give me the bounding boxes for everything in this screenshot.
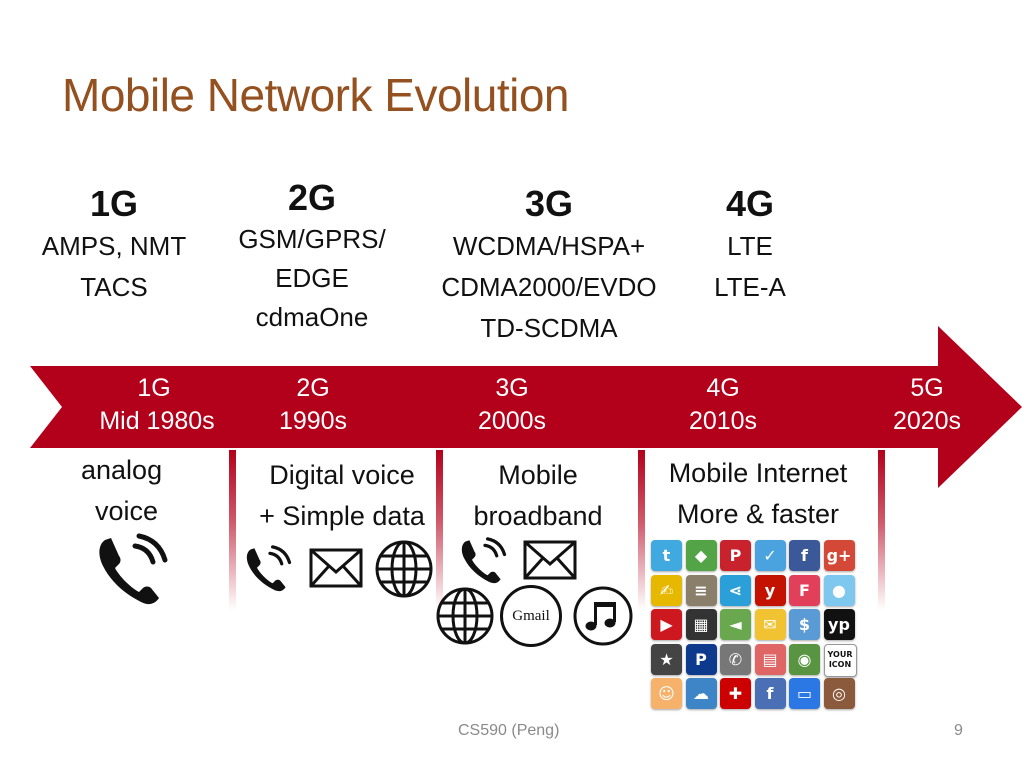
gen-1g-label: 1G bbox=[89, 183, 139, 224]
cloud-icon: ☁ bbox=[685, 678, 717, 709]
gen-3g-block: 3G WCDMA/HSPA+ CDMA2000/EVDO TD-SCDMA bbox=[419, 182, 679, 349]
timeline-2g-era: 1990s bbox=[278, 407, 348, 435]
your-icon-icon: YOUR ICON bbox=[823, 643, 857, 677]
capability-4g: Mobile Internet More & faster bbox=[643, 453, 873, 535]
timeline-5g-gen: 5G bbox=[910, 374, 944, 402]
capability-2g-line-2: + Simple data bbox=[259, 501, 425, 531]
gmail-icon-text: Gmail bbox=[512, 607, 550, 624]
envelope-icon-2g bbox=[309, 548, 363, 588]
gen-4g-tech-2: LTE-A bbox=[714, 272, 786, 302]
your-icon-label-2: ICON bbox=[828, 660, 852, 669]
foursquare-f-icon: F bbox=[789, 574, 820, 606]
slide-title: Mobile Network Evolution bbox=[62, 69, 570, 121]
capability-4g-line-2: More & faster bbox=[676, 499, 840, 529]
timeline-3g-era: 2000s bbox=[477, 407, 547, 435]
timeline-arrow-shape bbox=[30, 326, 1022, 488]
gen-2g-block: 2G GSM/GPRS/ EDGE cdmaOne bbox=[182, 176, 442, 337]
capability-3g-line-1: Mobile bbox=[498, 460, 578, 490]
capability-4g-line-1: Mobile Internet bbox=[668, 458, 848, 488]
envelope-icon-3g bbox=[523, 540, 577, 580]
timeline-3g-gen: 3G bbox=[495, 374, 529, 402]
share-icon: ⋖ bbox=[720, 574, 751, 606]
tripadvisor-icon: ◉ bbox=[789, 643, 820, 675]
separator-4 bbox=[878, 450, 885, 610]
timeline-2g-gen: 2G bbox=[296, 374, 330, 402]
foursquare-icon: ✓ bbox=[754, 540, 786, 571]
gen-2g-tech-3: cdmaOne bbox=[255, 302, 369, 332]
timeline-4g-gen: 4G bbox=[706, 374, 740, 402]
footer-course: CS590 (Peng) bbox=[458, 722, 560, 739]
gen-1g-tech-1: AMPS, NMT bbox=[41, 231, 187, 261]
phone-signal-icon-3g bbox=[461, 537, 507, 584]
maps-icon: ◆ bbox=[685, 540, 717, 571]
app-icon-grid: t ◆ P ✓ f g+ ✍ ≡ ⋖ y F ● ▶ ▦ ◄ ✉ $ yp ★ P ✆ ▤ ◉ YOUR ICON ☺ ☁ ✚ f ▭ ◎ bbox=[651, 540, 861, 710]
calendar-icon: ▤ bbox=[754, 643, 786, 675]
globe-icon-2g bbox=[375, 540, 433, 598]
paypal-icon: P bbox=[685, 643, 717, 675]
phone-signal-icon-1g bbox=[99, 533, 168, 605]
globe-icon-3g bbox=[436, 587, 494, 645]
timeline-1g-gen: 1G bbox=[137, 374, 171, 402]
facebook-icon: f bbox=[789, 540, 820, 571]
sms-icon: ✉ bbox=[754, 609, 786, 640]
music-note-icon bbox=[573, 586, 633, 646]
review-icon: ★ bbox=[651, 643, 682, 675]
gen-1g-block: 1G AMPS, NMT TACS bbox=[0, 182, 244, 308]
gen-2g-tech-1: GSM/GPRS/ bbox=[238, 224, 386, 254]
footer-page-number: 9 bbox=[954, 722, 963, 739]
gift-icon: ✚ bbox=[720, 678, 751, 709]
gmail-icon: Gmail bbox=[500, 585, 562, 647]
gen-3g-tech-2: CDMA2000/EVDO bbox=[441, 272, 657, 302]
pinterest-icon: P bbox=[720, 540, 751, 571]
capability-1g-line-2: voice bbox=[95, 496, 159, 526]
youtube-icon: ▶ bbox=[651, 609, 682, 640]
gen-2g-tech-2: EDGE bbox=[275, 263, 349, 293]
help-wanted-icon: ✍ bbox=[651, 574, 682, 606]
capability-3g: Mobile broadband bbox=[423, 455, 653, 537]
phone-icon: ✆ bbox=[720, 643, 751, 675]
twitter-icon: t bbox=[651, 540, 682, 571]
timeline-1g: 1G Mid 1980s bbox=[54, 372, 254, 438]
timeline-1g-era: Mid 1980s bbox=[99, 407, 215, 435]
timeline-5g-era: 2020s bbox=[892, 407, 962, 435]
gen-4g-tech-1: LTE bbox=[727, 231, 773, 261]
monitor-icon: ▭ bbox=[789, 678, 820, 709]
timeline-3g: 3G 2000s bbox=[412, 372, 612, 438]
your-icon-label-1: YOUR bbox=[827, 650, 853, 659]
timeline-4g: 4G 2010s bbox=[623, 372, 823, 438]
separator-3 bbox=[638, 450, 645, 610]
notes-icon: ≡ bbox=[685, 574, 717, 606]
coupon-icon: $ bbox=[789, 609, 820, 640]
googleplus-icon: g+ bbox=[823, 540, 855, 571]
emoji-icon: ☺ bbox=[651, 678, 682, 709]
gen-4g-label: 4G bbox=[725, 183, 775, 224]
timeline-4g-era: 2010s bbox=[688, 407, 758, 435]
phone-signal-icon-2g bbox=[246, 545, 292, 592]
instagram-icon: ◎ bbox=[823, 678, 855, 709]
megaphone-icon: ◄ bbox=[720, 609, 751, 640]
gen-3g-label: 3G bbox=[524, 183, 574, 224]
gen-2g-label: 2G bbox=[287, 177, 337, 218]
gen-4g-block: 4G LTE LTE-A bbox=[620, 182, 880, 308]
camera-facebook-icon: f bbox=[754, 678, 786, 709]
gen-3g-tech-1: WCDMA/HSPA+ bbox=[452, 231, 646, 261]
chat-bubble-icon: ● bbox=[823, 574, 855, 606]
gen-1g-tech-2: TACS bbox=[80, 272, 148, 302]
timeline-5g: 5G 2020s bbox=[827, 372, 1024, 438]
separator-2 bbox=[436, 450, 443, 610]
capability-1g-line-1: analog bbox=[81, 455, 163, 485]
capability-1g: analog voice bbox=[0, 450, 229, 532]
capability-2g-line-1: Digital voice bbox=[269, 460, 415, 490]
capability-2g: Digital voice + Simple data bbox=[227, 455, 457, 537]
gen-3g-tech-3: TD-SCDMA bbox=[480, 313, 618, 343]
yellow-pages-icon: yp bbox=[823, 609, 855, 640]
capability-3g-line-2: broadband bbox=[473, 501, 603, 531]
timeline-2g: 2G 1990s bbox=[213, 372, 413, 438]
qr-code-icon: ▦ bbox=[685, 609, 717, 640]
yelp-icon: y bbox=[754, 574, 786, 606]
separator-1 bbox=[229, 450, 236, 610]
